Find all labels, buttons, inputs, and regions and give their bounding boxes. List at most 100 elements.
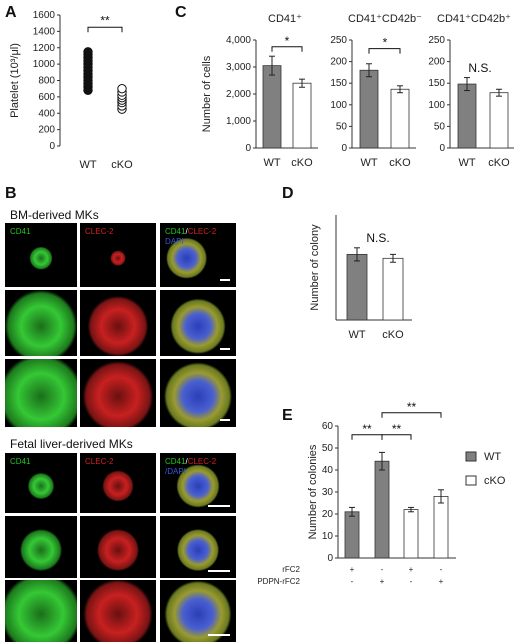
y-tick-label: 1600 [33,10,56,21]
y-tick-label: 0 [439,143,445,154]
panel-label-d: D [282,185,294,202]
y-tick-label: 40 [322,465,334,476]
y-tick-label: 3,000 [226,62,251,73]
y-tick-label: 100 [428,100,445,111]
y-tick-label: 60 [322,421,334,432]
condition-label: PDPN-rFC2 [257,577,300,586]
channel-label-merge: CD41/CLEC-2 DAPI [165,227,217,246]
fl-section-title: Fetal liver-derived MKs [10,437,133,451]
panel-label-b: B [5,185,17,202]
legend-label-cko: cKO [484,475,506,487]
micrograph-bm-green [5,359,77,427]
scale-bar [220,348,230,350]
chart-c-cd42b-pos: 0 50 100 150 200 250 CD41⁺CD42b⁺ WT cKO N.S. [428,13,514,169]
data-point [83,47,93,57]
x-tick-label: WT [458,157,475,169]
chart-e: 0 10 20 30 40 50 60 Number of colonies ** ** ** WT c… [257,400,506,586]
x-tick-label: WT [360,157,377,169]
significance-label: ** [407,400,417,414]
significance-label: ** [362,422,372,436]
condition-mark: - [381,565,384,574]
bar [344,511,360,559]
micrograph-fl-merge [160,580,236,642]
micrograph-fl-merge: CD41/CLEC-2/DAPI [160,453,236,513]
micrograph-fl-green [5,516,77,578]
condition-mark: - [440,565,443,574]
bar [262,65,282,149]
bar [346,253,368,321]
y-tick-label: 250 [330,35,347,46]
micrograph-fl-red [80,580,156,642]
condition-mark: - [351,577,354,586]
chart-title: CD41⁺CD42b⁺ [437,13,511,25]
y-tick-label: 100 [330,100,347,111]
scale-bar [220,279,230,281]
y-tick-label: 200 [330,57,347,68]
significance-label: ** [100,13,110,27]
y-axis-label: Platelet (10³/μl) [9,43,21,118]
micrograph-bm-red: CLEC-2 [80,223,156,287]
bar [359,69,379,149]
panel-label-c: C [175,4,187,21]
significance-label: N.S. [366,231,389,245]
y-tick-label: 0 [327,553,333,564]
significance-label: * [383,36,388,50]
y-axis-label: Number of colony [309,224,321,311]
bar [457,83,477,149]
micrograph-fl-green: CD41 [5,453,77,513]
legend-swatch-wt [465,451,477,462]
y-tick-label: 50 [336,121,348,132]
micrograph-fl-green [5,580,77,642]
bm-section-title: BM-derived MKs [10,208,99,222]
x-tick-label: WT [79,159,96,171]
channel-label-clec2: CLEC-2 [85,457,114,466]
micrograph-bm-merge [160,290,236,356]
legend-swatch-cko [465,475,477,486]
x-tick-label: cKO [111,159,133,171]
y-tick-label: 150 [330,78,347,89]
significance-bracket [271,46,303,52]
significance-label: N.S. [468,61,491,75]
chart-a: 0 200 400 600 800 1000 1200 1400 1600 Platelet (1… [9,10,133,171]
scale-bar [208,570,230,572]
bar [292,82,312,149]
micrograph-fl-red: CLEC-2 [80,453,156,513]
scale-bar [220,419,230,421]
significance-label: ** [392,422,402,436]
x-tick-label: WT [263,157,280,169]
x-tick-label: WT [348,329,365,341]
y-tick-label: 1200 [33,43,56,54]
significance-bracket [381,434,412,440]
x-tick-label: cKO [488,157,510,169]
chart-title: CD41⁺ [268,13,302,25]
bar [433,495,449,559]
condition-mark: + [439,577,444,586]
y-tick-label: 800 [38,76,55,87]
y-axis-label: Number of cells [201,55,213,132]
panel-label-a: A [5,4,17,21]
y-tick-label: 2,000 [226,89,251,100]
micrograph-bm-merge: CD41/CLEC-2 DAPI [160,223,236,287]
y-axis-label: Number of colonies [307,444,319,539]
significance-label: * [285,34,290,48]
chart-d: Number of colony WT cKO N.S. [309,215,412,341]
data-point [117,83,127,94]
micrograph-bm-green [5,290,77,356]
condition-mark: + [409,565,414,574]
bar [390,88,410,149]
condition-mark: + [350,565,355,574]
channel-label-clec2: CLEC-2 [85,227,114,236]
y-tick-label: 10 [322,531,334,542]
y-tick-label: 20 [322,509,334,520]
y-tick-label: 0 [49,141,55,152]
channel-label-merge: CD41/CLEC-2/DAPI [165,457,217,476]
x-tick-label: cKO [389,157,411,169]
y-tick-label: 1000 [33,59,56,70]
y-tick-label: 400 [38,108,55,119]
y-tick-label: 1400 [33,26,56,37]
y-tick-label: 600 [38,92,55,103]
panel-label-e: E [282,407,293,424]
micrograph-fl-red [80,516,156,578]
significance-bracket [87,26,123,33]
